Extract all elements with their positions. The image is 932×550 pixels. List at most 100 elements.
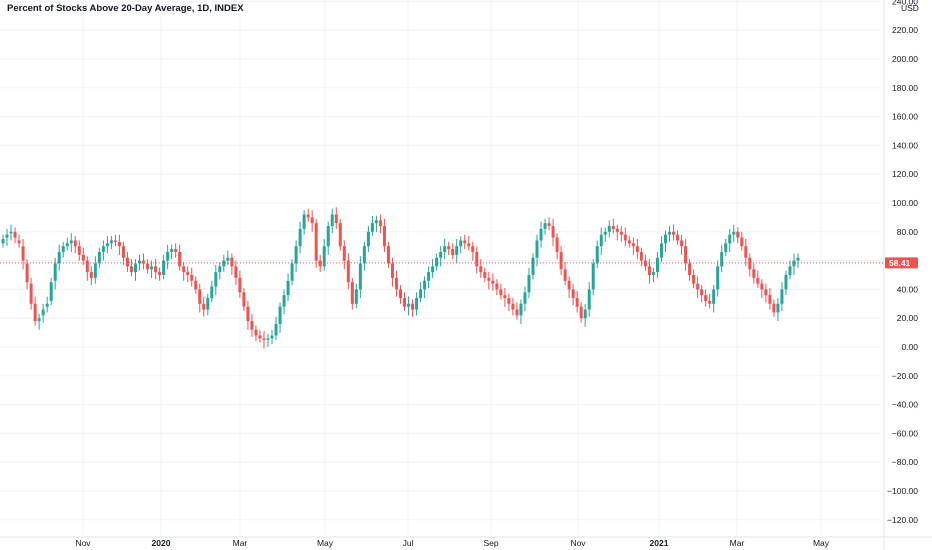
candle-body — [744, 246, 748, 258]
candle-body — [89, 272, 93, 278]
candle-body — [631, 243, 635, 247]
candle-body — [411, 303, 415, 310]
candle-body — [475, 251, 479, 267]
y-tick-label: 140.00 — [892, 140, 918, 150]
candle-body — [555, 237, 559, 252]
candle-body — [146, 263, 150, 270]
candle-body — [571, 289, 575, 299]
candle-body — [13, 231, 17, 238]
candle-body — [9, 231, 13, 234]
candle-body — [105, 243, 109, 247]
y-tick-label: 40.00 — [897, 284, 919, 294]
candle-body — [647, 266, 651, 275]
candle-body — [595, 246, 599, 264]
candle-body — [768, 295, 772, 304]
candle-body — [190, 275, 194, 281]
candle-body — [684, 246, 688, 264]
x-tick-label: 2020 — [152, 538, 171, 548]
candle-body — [439, 251, 443, 258]
candle-body — [101, 246, 105, 252]
candle-body — [366, 231, 370, 247]
x-tick-label: Nov — [570, 538, 586, 548]
candle-body — [113, 240, 117, 242]
candle-body — [350, 282, 354, 304]
candle-body — [65, 243, 69, 247]
candle-body — [21, 246, 25, 261]
candle-body — [752, 269, 756, 278]
candle-body — [29, 283, 33, 304]
candle-body — [491, 280, 495, 284]
candle-body — [772, 303, 776, 313]
y-tick-label: 240.00 — [892, 0, 918, 6]
y-tick-label: −60.00 — [892, 428, 919, 438]
candle-body — [764, 289, 768, 296]
candle-body — [278, 306, 282, 324]
candle-body — [109, 240, 113, 244]
y-tick-label: 120.00 — [892, 169, 918, 179]
candle-body — [415, 298, 419, 310]
candle-body — [704, 295, 708, 301]
candle-body — [282, 295, 286, 307]
candle-body — [519, 303, 523, 316]
candle-body — [499, 289, 503, 296]
candle-body — [708, 300, 712, 304]
candle-body — [77, 246, 81, 255]
candle-body — [407, 303, 411, 307]
y-tick-label: 160.00 — [892, 112, 918, 122]
x-tick-label: Nov — [75, 538, 91, 548]
candle-body — [358, 263, 362, 290]
candle-body — [134, 263, 137, 273]
candle-body — [178, 251, 182, 267]
candle-body — [639, 251, 643, 261]
candle-body — [93, 263, 97, 278]
candle-body — [318, 260, 322, 267]
candle-body — [724, 243, 728, 252]
candle-body — [394, 277, 398, 290]
candle-body — [306, 214, 310, 218]
currency-label: USD — [901, 3, 919, 13]
candle-body — [97, 251, 101, 264]
candle-body — [567, 280, 571, 290]
candle-body — [290, 263, 294, 281]
candle-body — [635, 246, 639, 252]
candle-body — [788, 266, 792, 275]
candle-body — [447, 246, 451, 250]
x-tick-label: Mar — [233, 538, 248, 548]
candle-body — [435, 257, 439, 267]
candle-body — [129, 266, 133, 273]
candle-body — [5, 234, 9, 238]
candle-body — [459, 240, 463, 247]
candle-body — [302, 214, 306, 229]
candle-body — [748, 257, 752, 270]
candle-body — [125, 257, 129, 267]
candle-body — [166, 251, 170, 261]
candle-body — [158, 272, 162, 275]
candle-body — [17, 240, 21, 244]
candle-body — [423, 280, 427, 290]
y-tick-label: 220.00 — [892, 25, 918, 35]
candle-body — [467, 243, 471, 247]
candle-body — [382, 226, 386, 247]
candle-body — [583, 309, 587, 319]
candle-body — [310, 217, 314, 224]
candle-body — [627, 240, 631, 244]
candle-body — [672, 231, 676, 235]
candle-body — [680, 240, 684, 247]
candle-body — [170, 249, 174, 252]
candle-body — [403, 298, 407, 307]
y-tick-label: 80.00 — [897, 227, 919, 237]
candle-body — [607, 226, 611, 232]
candle-body — [230, 257, 234, 267]
candle-body — [455, 246, 459, 255]
candle-body — [587, 289, 591, 310]
candle-body — [623, 234, 627, 241]
candle-body — [603, 231, 607, 235]
candle-body — [174, 249, 178, 252]
candle-body — [559, 251, 563, 270]
candle-body — [194, 280, 198, 290]
candle-body — [218, 266, 222, 273]
candle-body — [539, 228, 543, 241]
candle-body — [246, 306, 250, 322]
candle-body — [471, 246, 475, 252]
